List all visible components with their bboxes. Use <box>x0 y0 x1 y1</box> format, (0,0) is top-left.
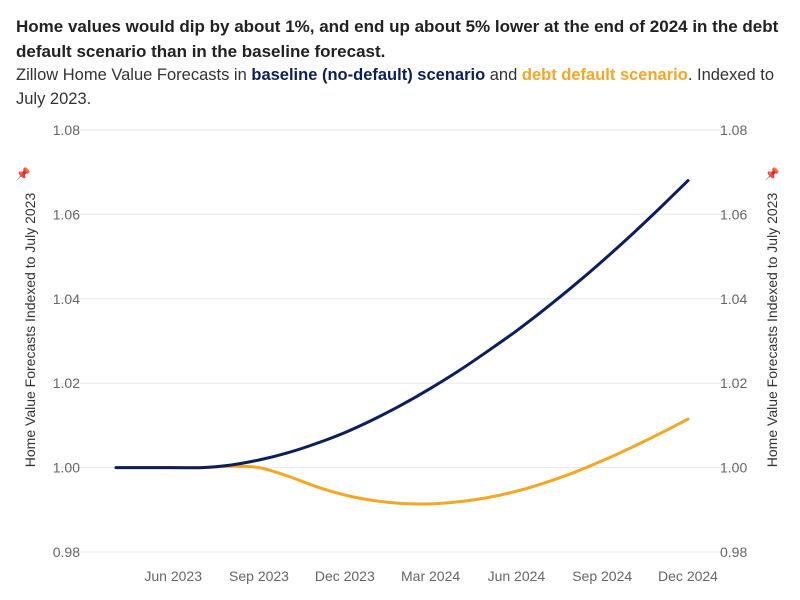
pin-icon-left[interactable]: 📌 <box>16 166 31 181</box>
y-tick-label-left: 1.06 <box>53 206 80 222</box>
x-tick-label: Dec 2023 <box>315 568 375 584</box>
x-axis-ticks: Jun 2023 Sep 2023 Dec 2023 Mar 2024 Jun 2024… <box>144 568 718 584</box>
subtitle-prefix: Zillow Home Value Forecasts in <box>16 66 252 84</box>
x-tick-label: Dec 2024 <box>658 568 718 584</box>
right-y-axis-ticks: 0.98 1.00 1.02 1.04 1.06 1.08 <box>720 122 747 560</box>
y-tick-label-left: 1.04 <box>53 291 80 307</box>
y-tick-label-left: 1.00 <box>53 460 80 476</box>
chart-headline: Home values would dip by about 1%, and e… <box>16 17 779 61</box>
x-tick-label: Mar 2024 <box>401 568 460 584</box>
y-tick-label-left: 0.98 <box>53 544 80 560</box>
y-tick-label-left: 1.08 <box>53 122 80 138</box>
default-legend-label: debt default scenario <box>521 66 688 84</box>
gridlines <box>60 129 740 553</box>
baseline-series-line[interactable] <box>114 179 690 470</box>
y-tick-label-right: 1.02 <box>720 375 747 391</box>
subtitle-middle: and <box>485 66 522 84</box>
subtitle-suffix: . Indexed to July 2023. <box>16 66 775 108</box>
y-tick-label-right: 1.00 <box>720 460 747 476</box>
series-lines <box>114 179 690 506</box>
y-tick-label-right: 0.98 <box>720 544 747 560</box>
x-tick-label: Sep 2024 <box>572 568 632 584</box>
pin-icon-right[interactable]: 📌 <box>765 166 780 181</box>
default-series-line[interactable] <box>114 417 690 506</box>
y-tick-label-right: 1.08 <box>720 122 747 138</box>
y-axis-title-left: Home Value Forecasts Indexed to July 202… <box>22 193 38 468</box>
y-tick-label-right: 1.06 <box>720 206 747 222</box>
y-axis-title-right: Home Value Forecasts Indexed to July 202… <box>764 193 780 468</box>
x-tick-label: Jun 2023 <box>144 568 202 584</box>
x-tick-label: Sep 2023 <box>229 568 289 584</box>
y-tick-label-left: 1.02 <box>53 375 80 391</box>
chart-subtitle: Zillow Home Value Forecasts in baseline … <box>16 63 786 111</box>
left-y-axis-ticks: 0.98 1.00 1.02 1.04 1.06 1.08 <box>53 122 80 560</box>
baseline-legend-label: baseline (no-default) scenario <box>251 66 486 84</box>
x-tick-label: Jun 2024 <box>488 568 546 584</box>
y-tick-label-right: 1.04 <box>720 291 747 307</box>
